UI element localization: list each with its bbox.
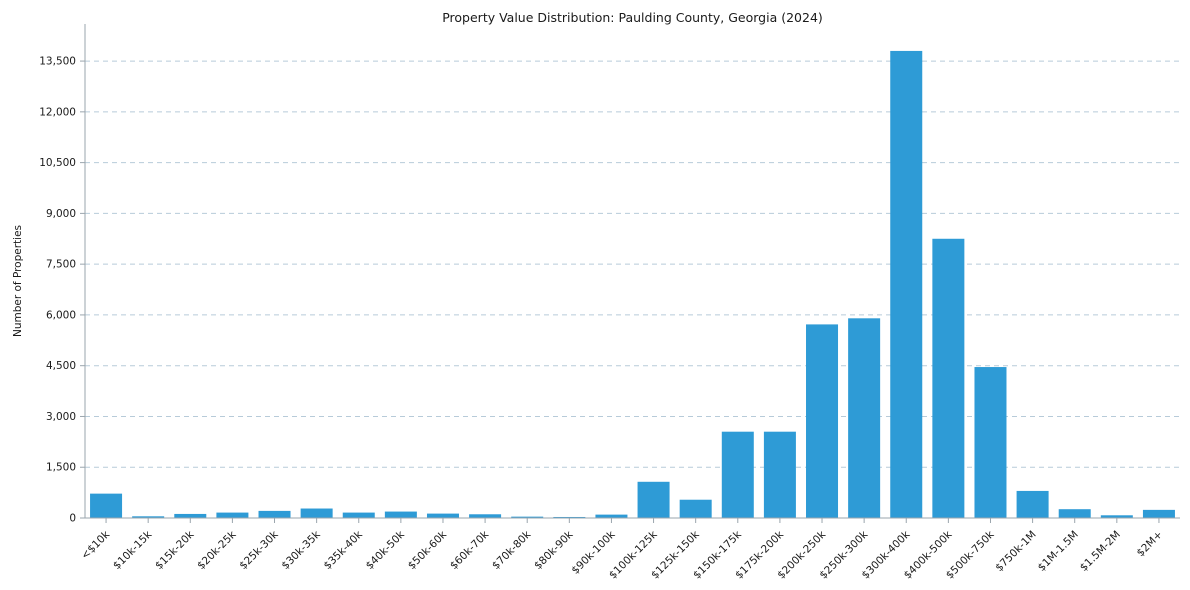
y-tick-label: 1,500: [46, 462, 76, 474]
bar: [1058, 509, 1091, 518]
y-tick-label: 12,000: [39, 106, 76, 118]
bar: [384, 511, 417, 518]
bar: [1142, 509, 1175, 518]
y-tick-label: 13,500: [39, 56, 76, 68]
bar: [848, 318, 881, 518]
bar: [553, 516, 586, 518]
x-tick-label: $35k-40k: [321, 528, 365, 572]
chart-title: Property Value Distribution: Paulding Co…: [442, 10, 823, 25]
x-tick-label: $20k-25k: [195, 528, 239, 572]
bar: [174, 513, 207, 518]
x-tick-label: $30k-35k: [279, 528, 323, 572]
bar: [721, 431, 754, 518]
bar: [974, 367, 1007, 518]
x-tick-label: $1M-1.5M: [1036, 529, 1081, 574]
bar: [342, 512, 375, 518]
bar: [426, 513, 459, 518]
bar: [806, 324, 839, 518]
x-tick-label: $50k-60k: [406, 528, 450, 572]
x-tick-label: $60k-70k: [448, 528, 492, 572]
bar: [595, 514, 628, 518]
bar: [132, 516, 165, 518]
bar: [216, 512, 249, 518]
bar: [932, 238, 965, 518]
x-tick-label: $15k-20k: [153, 528, 197, 572]
y-tick-label: 3,000: [46, 411, 76, 423]
y-tick-label: 7,500: [46, 259, 76, 271]
bar: [511, 516, 544, 518]
x-tick-label: $40k-50k: [364, 528, 408, 572]
bar: [1016, 490, 1049, 518]
x-tick-label: $70k-80k: [490, 528, 534, 572]
x-tick-label: $80k-90k: [532, 528, 576, 572]
bar: [679, 499, 712, 518]
y-tick-label: 10,500: [39, 157, 76, 169]
bar: [469, 514, 502, 518]
x-tick-label: $750k-1M: [993, 529, 1038, 574]
bar: [890, 50, 923, 519]
y-tick-label: 9,000: [46, 208, 76, 220]
bar: [258, 510, 291, 518]
bar: [637, 481, 670, 518]
bar: [300, 508, 333, 518]
y-tick-label: 6,000: [46, 309, 76, 321]
y-tick-label: 4,500: [46, 360, 76, 372]
x-tick-label: $25k-30k: [237, 528, 281, 572]
x-tick-label: $1.5M-2M: [1078, 529, 1123, 574]
bar: [90, 493, 123, 518]
x-tick-label: $2M+: [1135, 529, 1166, 560]
x-tick-label: <$10k: [79, 528, 113, 562]
y-axis-label: Number of Properties: [12, 224, 24, 338]
x-tick-label: $10k-15k: [111, 528, 155, 572]
bar: [1100, 515, 1133, 518]
y-tick-label: 0: [69, 513, 76, 525]
bar: [763, 431, 796, 518]
